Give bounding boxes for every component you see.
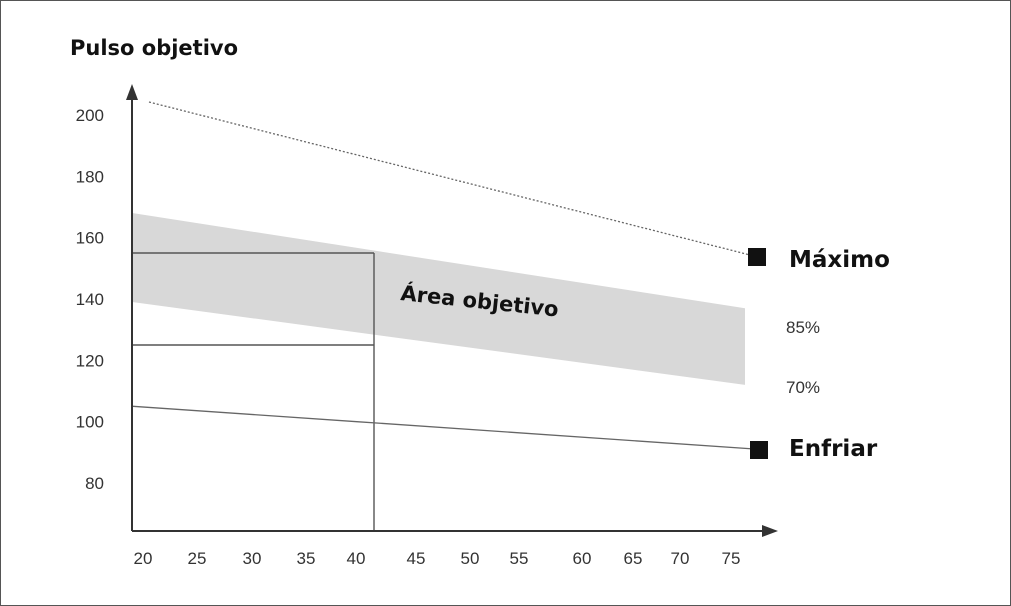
maximum-marker — [748, 248, 766, 266]
y-tick-label: 100 — [76, 413, 104, 432]
x-tick-label: 25 — [188, 549, 207, 568]
x-tick-label: 50 — [461, 549, 480, 568]
x-tick-label: 70 — [671, 549, 690, 568]
x-tick-label: 65 — [624, 549, 643, 568]
x-tick-labels: 20 25 30 35 40 45 50 55 60 65 70 75 — [134, 549, 741, 568]
x-tick-label: 30 — [243, 549, 262, 568]
cooldown-line — [132, 405, 759, 450]
x-tick-label: 60 — [573, 549, 592, 568]
cooldown-series-label: Enfriar — [789, 436, 878, 462]
y-tick-label: 80 — [85, 474, 104, 493]
cooldown-marker — [750, 441, 768, 459]
x-tick-label: 40 — [347, 549, 366, 568]
x-tick-label: 35 — [297, 549, 316, 568]
band-upper-label: 85% — [786, 318, 820, 337]
y-tick-label: 160 — [76, 229, 104, 248]
y-tick-label: 180 — [76, 167, 104, 186]
guide-lines-layer — [132, 252, 375, 531]
x-tick-label: 20 — [134, 549, 153, 568]
y-axis-arrow — [126, 84, 138, 100]
target-band-layer — [133, 213, 745, 385]
maximum-line — [148, 101, 751, 256]
y-tick-label: 200 — [76, 106, 104, 125]
x-axis-arrow — [762, 525, 778, 537]
x-tick-label: 45 — [407, 549, 426, 568]
y-tick-labels: 80 100 120 140 160 180 200 — [76, 106, 104, 493]
maximum-series-label: Máximo — [789, 247, 890, 273]
y-tick-label: 140 — [76, 290, 104, 309]
x-tick-label: 55 — [510, 549, 529, 568]
band-lower-label: 70% — [786, 378, 820, 397]
target-area-band — [133, 213, 745, 385]
axes-layer — [126, 84, 778, 537]
y-tick-label: 120 — [76, 351, 104, 370]
series-layer — [132, 101, 768, 459]
y-axis-title: Pulso objetivo — [70, 36, 238, 60]
x-tick-label: 75 — [722, 549, 741, 568]
